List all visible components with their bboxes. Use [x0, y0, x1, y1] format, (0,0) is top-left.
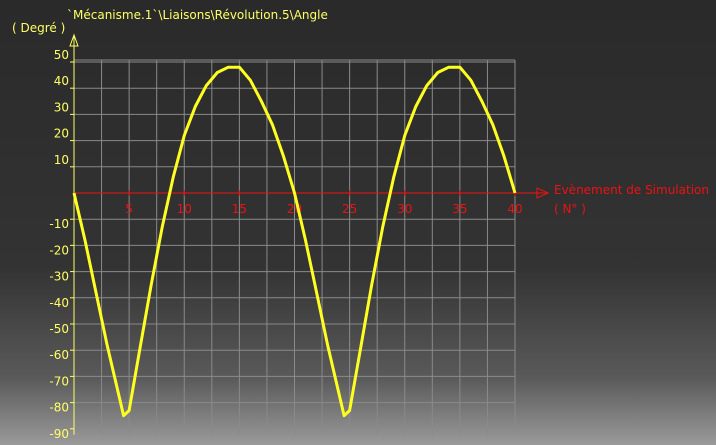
x-axis-arrow	[536, 187, 550, 199]
x-tick-label: 15	[232, 202, 247, 216]
y-tick-label: -30	[49, 270, 69, 284]
y-axis-label: ( Degré )	[12, 21, 65, 35]
y-tick-labels: 50 40 30 20 10 -10 -20 -30 -40 -50 -60 -70 -80 -90	[49, 48, 69, 441]
x-axis	[74, 187, 550, 199]
chart-title: `Mécanisme.1`\Liaisons\Révolution.5\Angl…	[67, 8, 328, 22]
y-tick-label: 30	[54, 100, 69, 114]
angle-curve	[72, 65, 517, 418]
x-tick-labels: 5 10 15 20 25 30 35 40	[125, 202, 522, 216]
y-tick-label: -10	[49, 217, 69, 231]
y-tick-label: 50	[54, 48, 69, 62]
y-tick-label: -50	[49, 322, 69, 336]
y-tick-label: 40	[54, 74, 69, 88]
y-axis-arrow	[69, 33, 79, 47]
y-tick-label: -60	[49, 348, 69, 362]
x-tick-label: 10	[177, 202, 192, 216]
x-tick-label: 30	[397, 202, 412, 216]
x-axis-label: Evènement de Simulation	[554, 183, 709, 197]
plot-grid	[74, 59, 516, 435]
y-axis	[69, 33, 79, 435]
y-tick-label: -20	[49, 243, 69, 257]
y-tick-label: -40	[49, 296, 69, 310]
y-tick-label: -70	[49, 374, 69, 388]
x-tick-label: 40	[507, 202, 522, 216]
y-tick-label: 20	[54, 127, 69, 141]
y-tick-label: -80	[49, 401, 69, 415]
x-tick-label: 25	[342, 202, 357, 216]
x-tick-label: 35	[452, 202, 467, 216]
x-axis-unit: ( N° )	[554, 202, 586, 216]
x-tick-label: 5	[125, 202, 133, 216]
y-tick-label: -90	[49, 427, 69, 441]
y-tick-label: 10	[54, 153, 69, 167]
